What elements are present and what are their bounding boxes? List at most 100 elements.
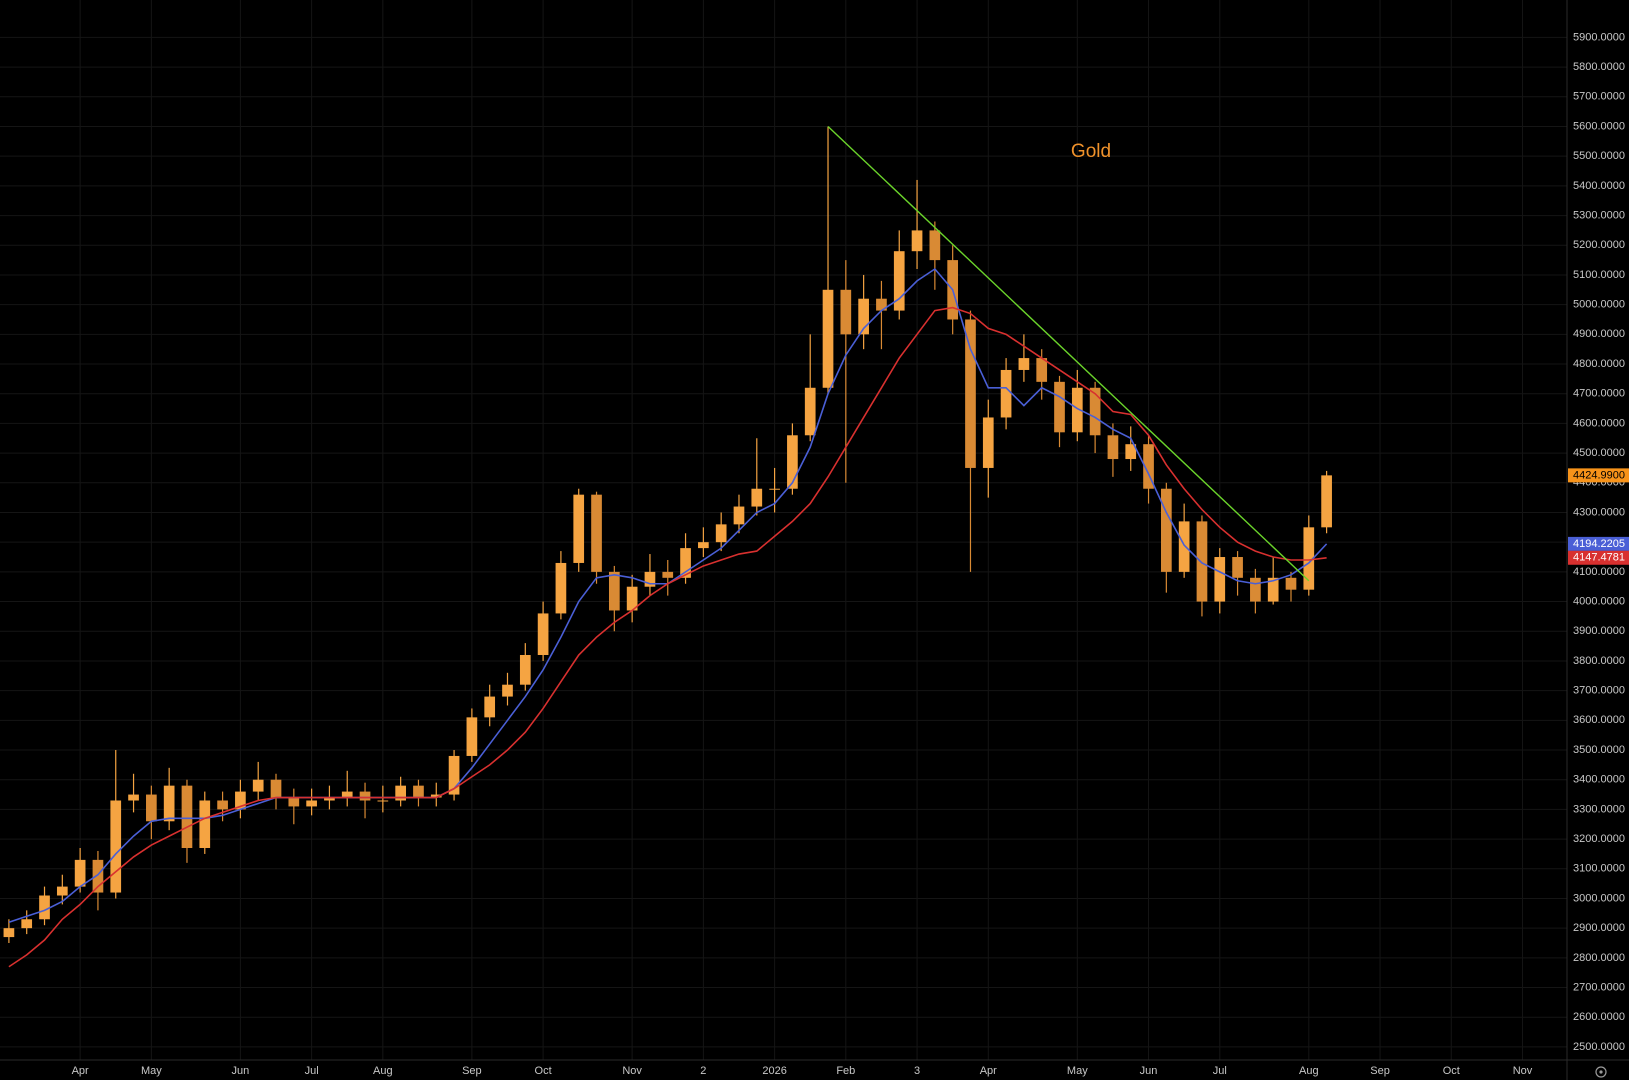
y-tick-label: 5700.0000 [1573, 91, 1625, 103]
candle-body [1250, 577, 1261, 602]
candle-body [1178, 521, 1190, 572]
x-tick-label: Sep [1370, 1065, 1390, 1077]
candle-body [235, 791, 246, 810]
settings-button[interactable] [1595, 1066, 1607, 1078]
candle-body [252, 779, 264, 792]
y-tick-label: 4300.0000 [1573, 506, 1625, 518]
candle-body [288, 797, 300, 807]
candle-body [359, 791, 371, 801]
candle-body [769, 488, 780, 490]
x-tick-label: Jun [232, 1065, 250, 1077]
candle-body [1125, 444, 1137, 460]
candle-body [306, 800, 317, 807]
candle-body [1303, 527, 1315, 590]
candle-body [644, 571, 656, 587]
x-tick-label: Jul [1213, 1065, 1227, 1077]
y-tick-label: 5800.0000 [1573, 61, 1625, 73]
price-label: 4194.2205 [1573, 538, 1625, 550]
y-tick-label: 3500.0000 [1573, 744, 1625, 756]
y-tick-label: 4000.0000 [1573, 595, 1625, 607]
price-label-box [1568, 536, 1629, 551]
candle-body [270, 779, 282, 798]
candle-body [715, 524, 727, 543]
candle-body [181, 785, 193, 848]
x-tick-label: Oct [1443, 1065, 1460, 1077]
candle-body [1285, 577, 1297, 590]
x-tick-label: Oct [535, 1065, 552, 1077]
x-tick-label: Apr [72, 1065, 89, 1077]
x-tick-label: Aug [1299, 1065, 1319, 1077]
x-tick-label: Jun [1140, 1065, 1158, 1077]
candle-body [21, 919, 33, 929]
price-label-box [1568, 468, 1629, 483]
grid [0, 0, 1567, 1060]
candle-body [555, 562, 567, 614]
y-tick-label: 5100.0000 [1573, 269, 1625, 281]
candle-body [163, 785, 175, 822]
axes: 2500.0000 2600.0000 2700.0000 2800.0000 2900… [72, 31, 1629, 1077]
y-tick-label: 5300.0000 [1573, 209, 1625, 221]
moving-average-line [8, 306, 1327, 968]
y-tick-label: 2500.0000 [1573, 1041, 1625, 1053]
y-tick-label: 4500.0000 [1573, 447, 1625, 459]
candle-body [74, 859, 86, 887]
price-label: 4147.4781 [1573, 552, 1625, 564]
y-tick-label: 4900.0000 [1573, 328, 1625, 340]
y-tick-label: 3000.0000 [1573, 892, 1625, 904]
candle-body [448, 755, 460, 795]
candle-body [1321, 475, 1332, 528]
candle-body [591, 494, 602, 572]
candle-body [858, 298, 869, 335]
chart-title: Gold [1071, 141, 1111, 162]
y-tick-label: 5400.0000 [1573, 180, 1625, 192]
x-tick-label: Nov [1513, 1065, 1533, 1077]
y-tick-label: 5500.0000 [1573, 150, 1625, 162]
candle-body [929, 230, 941, 261]
settings-icon[interactable] [1595, 1066, 1607, 1078]
settings-icon-dot [1599, 1070, 1603, 1074]
candle-body [146, 794, 157, 822]
candle-body [1214, 557, 1226, 602]
x-tick-label: May [141, 1065, 162, 1077]
candle-body [1054, 381, 1065, 433]
candle-body [3, 928, 15, 938]
x-tick-label: 2 [700, 1065, 706, 1077]
x-tick-label: Nov [622, 1065, 642, 1077]
candle-body [1071, 387, 1083, 433]
candle-body [341, 791, 353, 798]
y-tick-label: 2700.0000 [1573, 981, 1625, 993]
candle-body [1161, 488, 1172, 572]
y-tick-label: 2900.0000 [1573, 922, 1625, 934]
price-label-box [1568, 550, 1629, 565]
candle-body [680, 548, 691, 578]
y-tick-label: 4800.0000 [1573, 358, 1625, 370]
x-tick-label: 2026 [762, 1065, 786, 1077]
candle-body [626, 586, 638, 611]
x-tick-label: May [1067, 1065, 1088, 1077]
candle-body [1196, 521, 1208, 602]
candle-body [484, 696, 496, 718]
candle-body [698, 542, 709, 549]
y-tick-label: 4100.0000 [1573, 566, 1625, 578]
candle-body [217, 800, 228, 810]
y-tick-label: 3400.0000 [1573, 774, 1625, 786]
x-tick-label: Aug [373, 1065, 393, 1077]
plot [3, 125, 1332, 968]
candle-body [804, 387, 816, 436]
candle-body [608, 571, 620, 611]
candle-body [1089, 387, 1101, 436]
candle-body [662, 571, 674, 578]
candle-body [1232, 557, 1243, 578]
candle-body [413, 785, 424, 798]
y-tick-label: 3300.0000 [1573, 803, 1625, 815]
y-tick-label: 3700.0000 [1573, 685, 1625, 697]
candle-body [39, 895, 50, 920]
candle-body [519, 655, 531, 685]
candle-body [110, 800, 122, 893]
candle-body [573, 494, 585, 563]
candle-body [1018, 358, 1030, 370]
y-tick-label: 5200.0000 [1573, 239, 1625, 251]
